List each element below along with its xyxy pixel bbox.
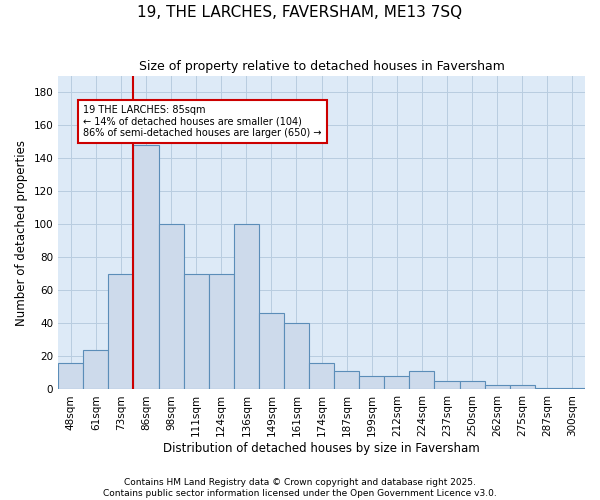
X-axis label: Distribution of detached houses by size in Faversham: Distribution of detached houses by size …: [163, 442, 480, 455]
Bar: [560, 388, 585, 390]
Bar: [434, 381, 460, 390]
Bar: [409, 372, 434, 390]
Bar: [485, 384, 510, 390]
Bar: [58, 363, 83, 390]
Bar: [535, 388, 560, 390]
Bar: [209, 274, 234, 390]
Bar: [334, 372, 359, 390]
Bar: [83, 350, 109, 390]
Text: Contains HM Land Registry data © Crown copyright and database right 2025.
Contai: Contains HM Land Registry data © Crown c…: [103, 478, 497, 498]
Y-axis label: Number of detached properties: Number of detached properties: [15, 140, 28, 326]
Bar: [109, 274, 133, 390]
Bar: [184, 274, 209, 390]
Bar: [284, 324, 309, 390]
Bar: [259, 314, 284, 390]
Text: 19, THE LARCHES, FAVERSHAM, ME13 7SQ: 19, THE LARCHES, FAVERSHAM, ME13 7SQ: [137, 5, 463, 20]
Bar: [385, 376, 409, 390]
Title: Size of property relative to detached houses in Faversham: Size of property relative to detached ho…: [139, 60, 505, 73]
Bar: [133, 145, 158, 390]
Bar: [234, 224, 259, 390]
Bar: [460, 381, 485, 390]
Bar: [309, 363, 334, 390]
Text: 19 THE LARCHES: 85sqm
← 14% of detached houses are smaller (104)
86% of semi-det: 19 THE LARCHES: 85sqm ← 14% of detached …: [83, 106, 322, 138]
Bar: [510, 384, 535, 390]
Bar: [158, 224, 184, 390]
Bar: [359, 376, 385, 390]
